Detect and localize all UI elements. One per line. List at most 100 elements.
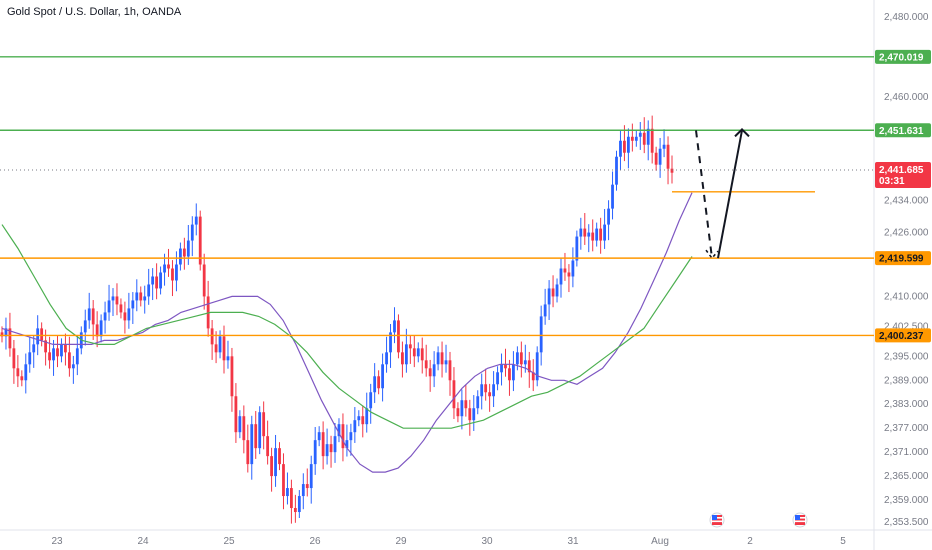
candle: [452, 367, 456, 420]
candle-body: [408, 344, 412, 349]
candle: [535, 346, 539, 387]
candle: [658, 137, 662, 178]
forecast-solid-path: [717, 130, 743, 259]
candle: [242, 405, 246, 454]
candle-body: [642, 132, 646, 145]
candle-body: [28, 352, 32, 365]
candle-body: [313, 440, 317, 465]
candle-body: [345, 440, 349, 449]
candle-body: [317, 432, 321, 441]
candle: [345, 424, 349, 457]
candle: [123, 301, 127, 334]
candle: [428, 359, 432, 392]
candle: [179, 242, 182, 271]
candle-body: [369, 392, 373, 409]
candle-body: [587, 232, 591, 237]
candle-body: [218, 336, 222, 353]
candle: [646, 120, 650, 161]
candle: [619, 129, 622, 170]
candle: [666, 136, 670, 185]
candle-body: [555, 284, 559, 297]
candle: [424, 344, 428, 377]
candle: [357, 410, 361, 427]
candle-body: [123, 312, 127, 321]
candle-body: [567, 272, 571, 277]
candle: [119, 298, 123, 319]
price-level-tag-label: 2,419.599: [879, 254, 924, 265]
candle: [234, 383, 238, 443]
candle-body: [424, 360, 428, 369]
y-tick-label: 2,365.000: [884, 471, 929, 482]
candle-body: [107, 300, 111, 313]
candle-body: [135, 292, 139, 301]
candle-body: [293, 508, 297, 513]
candle: [175, 251, 178, 292]
candle: [476, 390, 480, 415]
candle: [512, 351, 515, 392]
candle: [460, 389, 464, 430]
candle-body: [179, 248, 182, 265]
candle-body: [266, 436, 270, 457]
candle-body: [36, 328, 40, 345]
candle: [381, 353, 384, 402]
candle: [337, 418, 341, 443]
candle: [626, 128, 630, 169]
candle-body: [365, 408, 369, 425]
candle: [305, 468, 309, 497]
candle: [210, 320, 214, 360]
y-tick-label: 2,426.000: [884, 228, 929, 239]
candle: [547, 280, 551, 320]
candle: [290, 479, 293, 524]
candle: [171, 260, 174, 297]
candle: [468, 399, 472, 436]
candle-body: [523, 360, 527, 365]
candle: [488, 383, 492, 412]
candle: [575, 230, 579, 267]
y-tick-label: 2,383.000: [884, 399, 929, 410]
candle-body: [75, 348, 79, 365]
candle-body: [175, 264, 178, 281]
candle-body: [131, 300, 135, 309]
candle-body: [504, 364, 507, 369]
candle: [341, 413, 345, 462]
candle-body: [103, 312, 107, 321]
candle-body: [20, 376, 24, 381]
flag-stripe: [795, 520, 805, 523]
candle-body: [83, 320, 87, 333]
candle-body: [500, 364, 503, 373]
candle-body: [634, 136, 638, 141]
candle: [373, 363, 377, 404]
current-price-tag-bg: [875, 161, 931, 188]
candle: [0, 326, 4, 343]
candle-body: [638, 132, 642, 137]
candle-body: [444, 360, 448, 365]
candle-body: [198, 216, 202, 265]
x-tick-label: 24: [137, 536, 149, 547]
candle-body: [515, 352, 519, 365]
candle: [492, 371, 495, 408]
candle-body: [111, 296, 115, 301]
candle-body: [464, 400, 468, 409]
candle-body: [190, 224, 194, 241]
candle: [127, 292, 131, 329]
candle: [551, 275, 555, 308]
candle-body: [0, 332, 4, 337]
candle: [325, 428, 329, 465]
candle: [448, 351, 452, 396]
candle: [139, 286, 143, 307]
candle-body: [341, 424, 345, 449]
candle-body: [143, 296, 147, 301]
candle: [543, 288, 547, 325]
candle-body: [186, 240, 190, 257]
candle: [638, 121, 642, 150]
x-tick-label: 5: [840, 536, 846, 547]
candle: [64, 333, 67, 366]
candle-body: [64, 344, 67, 353]
candle-body: [282, 464, 285, 497]
price-level-tag: 2,451.631: [875, 123, 931, 138]
candle-body: [71, 364, 75, 369]
candle-body: [67, 352, 71, 369]
candle: [480, 373, 484, 410]
